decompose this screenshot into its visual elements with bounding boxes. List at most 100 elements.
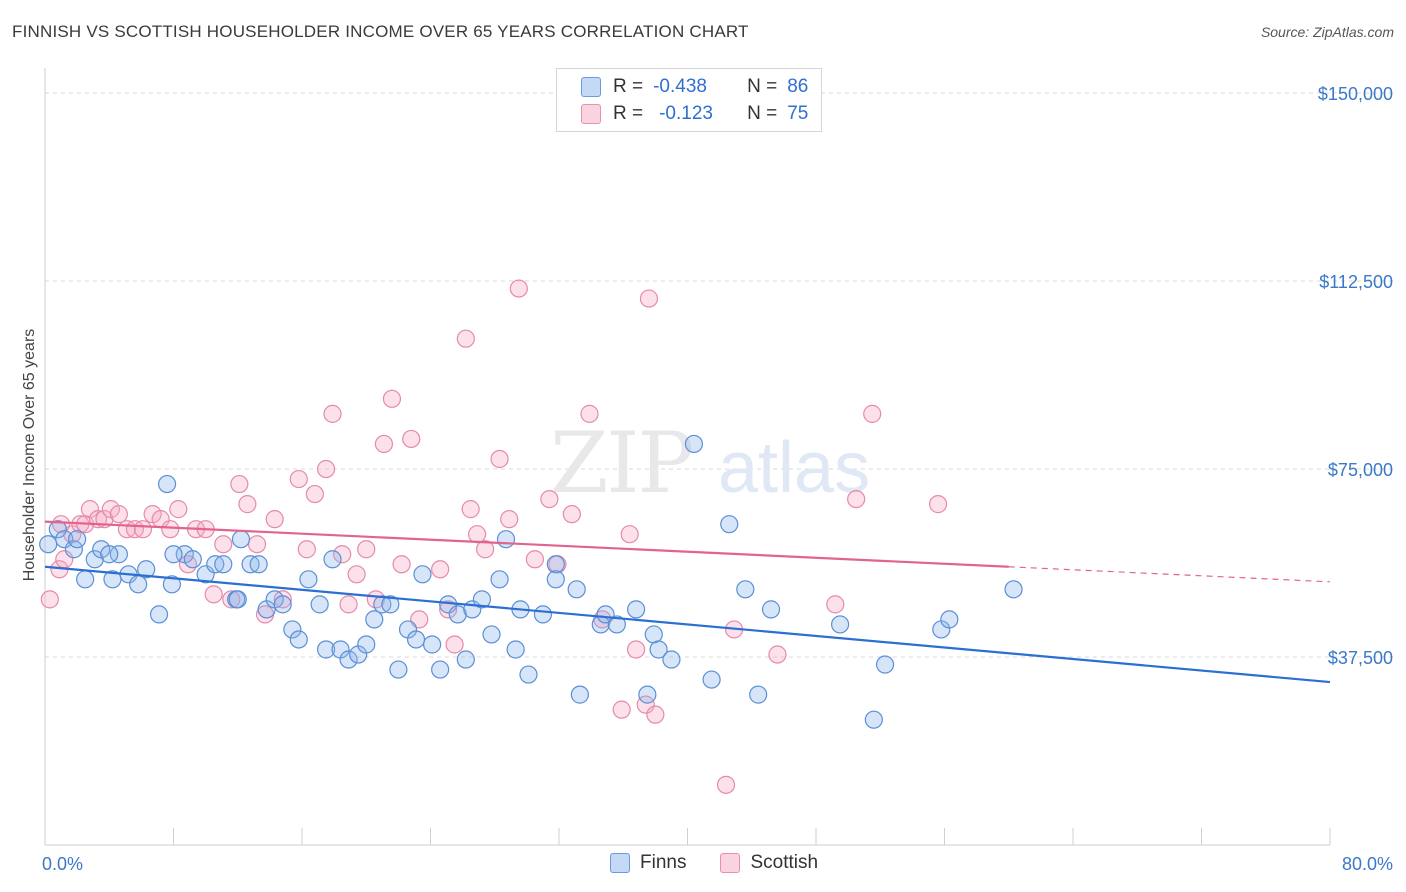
finns-legend-swatch xyxy=(610,853,630,873)
scottish-n-value: 75 xyxy=(787,103,809,124)
scottish-point xyxy=(639,289,659,308)
watermark: ZIP atlas xyxy=(550,414,870,512)
scottish-point xyxy=(374,434,394,454)
scottish-point xyxy=(204,585,223,604)
finns-point xyxy=(64,540,84,559)
finns-point xyxy=(214,555,233,574)
scottish-point xyxy=(222,590,241,609)
finns-point xyxy=(357,635,376,654)
finns-point xyxy=(638,685,657,704)
scottish-point xyxy=(247,535,267,554)
finns-point xyxy=(864,710,883,729)
finns-point xyxy=(389,660,408,679)
finns-point xyxy=(109,545,128,564)
scottish-point xyxy=(540,489,559,509)
scottish-point xyxy=(357,540,376,559)
scottish-point xyxy=(230,474,249,494)
scottish-point xyxy=(562,505,581,524)
scottish-point xyxy=(305,484,324,504)
scottish-point xyxy=(51,515,71,534)
scottish-trend-extension xyxy=(1008,566,1331,583)
scottish-trend-line xyxy=(44,520,1009,568)
finns-point xyxy=(196,565,215,584)
scottish-n-label: N = xyxy=(747,103,778,124)
scottish-point xyxy=(928,495,948,514)
legend-item-scottish[interactable]: Scottish xyxy=(720,852,818,874)
x-tick-label-start: 0.0% xyxy=(42,854,83,874)
scottish-point xyxy=(863,404,882,423)
scottish-point xyxy=(768,645,787,664)
scottish-legend-swatch xyxy=(720,853,741,873)
scottish-point xyxy=(133,520,153,539)
finns-point xyxy=(423,635,442,654)
finns-point xyxy=(506,640,525,659)
finns-point xyxy=(720,515,739,534)
finns-trend-line xyxy=(44,565,1331,684)
y-tick-label: $37,500 xyxy=(1328,648,1393,668)
scottish-point xyxy=(238,495,257,514)
finns-point xyxy=(339,650,358,669)
finns-point xyxy=(431,660,450,679)
scottish-point xyxy=(297,540,316,559)
finns-point xyxy=(289,630,308,649)
scottish-point xyxy=(461,500,480,519)
finns-point xyxy=(1004,580,1023,599)
scottish-point xyxy=(214,535,233,554)
scottish-point xyxy=(339,595,358,614)
scottish-point xyxy=(323,404,342,423)
scottish-point xyxy=(178,555,198,574)
finns-point xyxy=(482,625,501,644)
finns-point xyxy=(413,565,432,584)
finns-r-label: R = xyxy=(613,76,644,97)
scottish-point xyxy=(467,525,487,544)
finns-point xyxy=(456,650,475,669)
finns-swatch xyxy=(581,77,601,97)
correlation-legend: R = -0.438 N = 86 R = -0.123 N = 75 xyxy=(556,68,822,132)
y-tick-label: $112,500 xyxy=(1319,272,1393,292)
finns-point xyxy=(519,665,538,684)
finns-point xyxy=(283,620,302,639)
finns-legend-label: Finns xyxy=(640,852,687,873)
scottish-point xyxy=(392,555,411,574)
scottish-point xyxy=(620,525,639,544)
finns-point xyxy=(55,530,74,549)
finns-point xyxy=(231,530,251,549)
finns-point xyxy=(76,570,95,589)
scottish-point xyxy=(646,705,665,724)
scottish-point xyxy=(490,449,509,469)
finns-point xyxy=(448,605,467,624)
finns-point xyxy=(164,545,183,564)
finns-point xyxy=(940,610,959,629)
finns-point xyxy=(310,595,329,614)
scottish-legend-label: Scottish xyxy=(750,852,819,873)
finns-point xyxy=(875,655,895,674)
finns-n-label: N = xyxy=(747,76,778,97)
finns-n-value: 86 xyxy=(787,76,809,97)
finns-point xyxy=(228,590,247,609)
finns-point xyxy=(48,520,67,539)
finns-point xyxy=(702,670,721,689)
chart-title: FINNISH VS SCOTTISH HOUSEHOLDER INCOME O… xyxy=(12,22,749,41)
finns-point xyxy=(830,615,850,634)
finns-point xyxy=(157,474,177,494)
scottish-point xyxy=(456,329,475,348)
finns-point xyxy=(570,685,589,704)
finns-point xyxy=(323,550,342,569)
scottish-points xyxy=(40,279,948,794)
finns-point xyxy=(162,575,181,594)
y-tick-labels: $37,500 $75,000 $112,500 $150,000 xyxy=(1318,84,1393,668)
finns-point xyxy=(183,550,202,569)
finns-point xyxy=(644,625,663,644)
finns-point xyxy=(626,600,646,619)
finns-point xyxy=(137,560,156,579)
watermark-zip: ZIP xyxy=(550,414,692,512)
scottish-point xyxy=(316,459,336,479)
scottish-point xyxy=(626,640,646,659)
y-tick-label: $75,000 xyxy=(1328,460,1393,480)
scottish-point xyxy=(109,505,128,524)
legend-item-finns[interactable]: Finns xyxy=(610,852,686,874)
finns-point xyxy=(129,575,148,594)
finns-point xyxy=(149,605,169,624)
scottish-point xyxy=(500,510,519,529)
